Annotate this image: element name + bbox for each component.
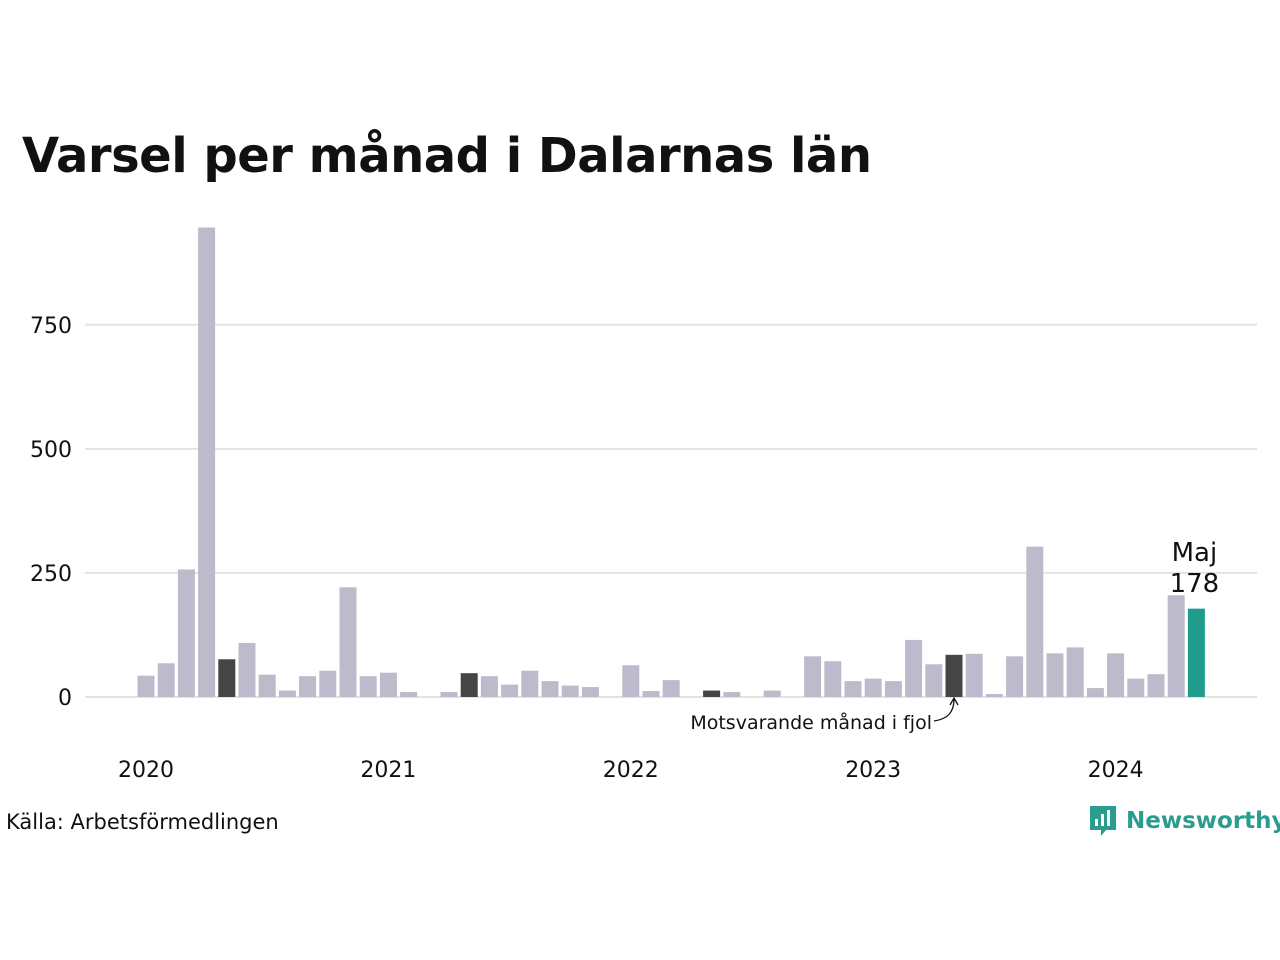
- logo-text: Newsworthy: [1126, 808, 1280, 834]
- comparison-bar: [218, 659, 236, 697]
- x-axis: 2020 2021 2022 2023 2024: [118, 758, 1144, 783]
- highlight-bar: [1187, 608, 1205, 697]
- x-tick-label: 2020: [118, 758, 174, 783]
- y-tick-label: 250: [30, 562, 72, 587]
- bar: [157, 663, 175, 697]
- bar: [177, 569, 195, 697]
- bar: [1127, 678, 1145, 697]
- bar: [1147, 674, 1165, 697]
- bar: [723, 692, 741, 697]
- bar: [905, 639, 923, 697]
- bar: [258, 674, 276, 697]
- bar: [985, 694, 1003, 697]
- bar: [238, 642, 256, 697]
- source-label: Källa: Arbetsförmedlingen: [6, 810, 279, 834]
- bar: [339, 587, 357, 697]
- gridlines: [85, 323, 1257, 698]
- bar: [884, 681, 902, 697]
- bar: [299, 676, 317, 697]
- bar: [844, 681, 862, 697]
- bar: [198, 227, 216, 698]
- y-tick-label: 0: [58, 686, 72, 711]
- bar: [521, 670, 539, 697]
- newsworthy-logo-icon: [1090, 806, 1116, 836]
- bar: [137, 675, 155, 697]
- chart-title: Varsel per månad i Dalarnas län: [22, 128, 872, 184]
- bar: [541, 681, 559, 697]
- annotation-arrowhead: [949, 696, 959, 706]
- bar: [581, 687, 599, 697]
- x-tick-label: 2023: [845, 758, 901, 783]
- y-tick-label: 750: [30, 314, 72, 339]
- annotation-label: Motsvarande månad i fjol: [690, 711, 932, 734]
- bar: [662, 680, 680, 697]
- bar: [1026, 546, 1044, 697]
- bar: [1167, 595, 1185, 697]
- bar: [824, 661, 842, 697]
- bar: [359, 676, 377, 697]
- bar: [804, 656, 822, 697]
- bars: [137, 227, 1205, 698]
- bar: [480, 676, 498, 697]
- bar: [763, 690, 781, 697]
- bar: [1046, 653, 1064, 697]
- bar: [965, 653, 983, 697]
- x-tick-label: 2022: [603, 758, 659, 783]
- bar: [561, 685, 579, 697]
- bar: [440, 692, 458, 697]
- highlight-month-label: Maj: [1172, 538, 1218, 568]
- bar: [278, 690, 296, 697]
- y-axis: 0 250 500 750: [30, 314, 72, 711]
- x-tick-label: 2021: [360, 758, 416, 783]
- bar: [1066, 647, 1084, 697]
- annotation-arrow: [933, 698, 955, 722]
- bar: [925, 664, 943, 697]
- bar: [622, 665, 640, 697]
- comparison-bar: [945, 654, 963, 697]
- x-tick-label: 2024: [1088, 758, 1144, 783]
- bar: [400, 692, 418, 697]
- bar: [501, 684, 519, 697]
- bar: [1006, 656, 1024, 697]
- y-tick-label: 500: [30, 438, 72, 463]
- bar: [379, 672, 397, 697]
- highlight-value-label: 178: [1170, 569, 1220, 599]
- comparison-bar: [460, 673, 478, 697]
- bar: [319, 670, 337, 697]
- bar: [1107, 653, 1125, 697]
- bar: [1086, 688, 1104, 697]
- comparison-bar: [703, 690, 721, 697]
- bar: [864, 678, 882, 697]
- bar: [642, 691, 660, 697]
- newsworthy-logo: Newsworthy: [1088, 804, 1280, 838]
